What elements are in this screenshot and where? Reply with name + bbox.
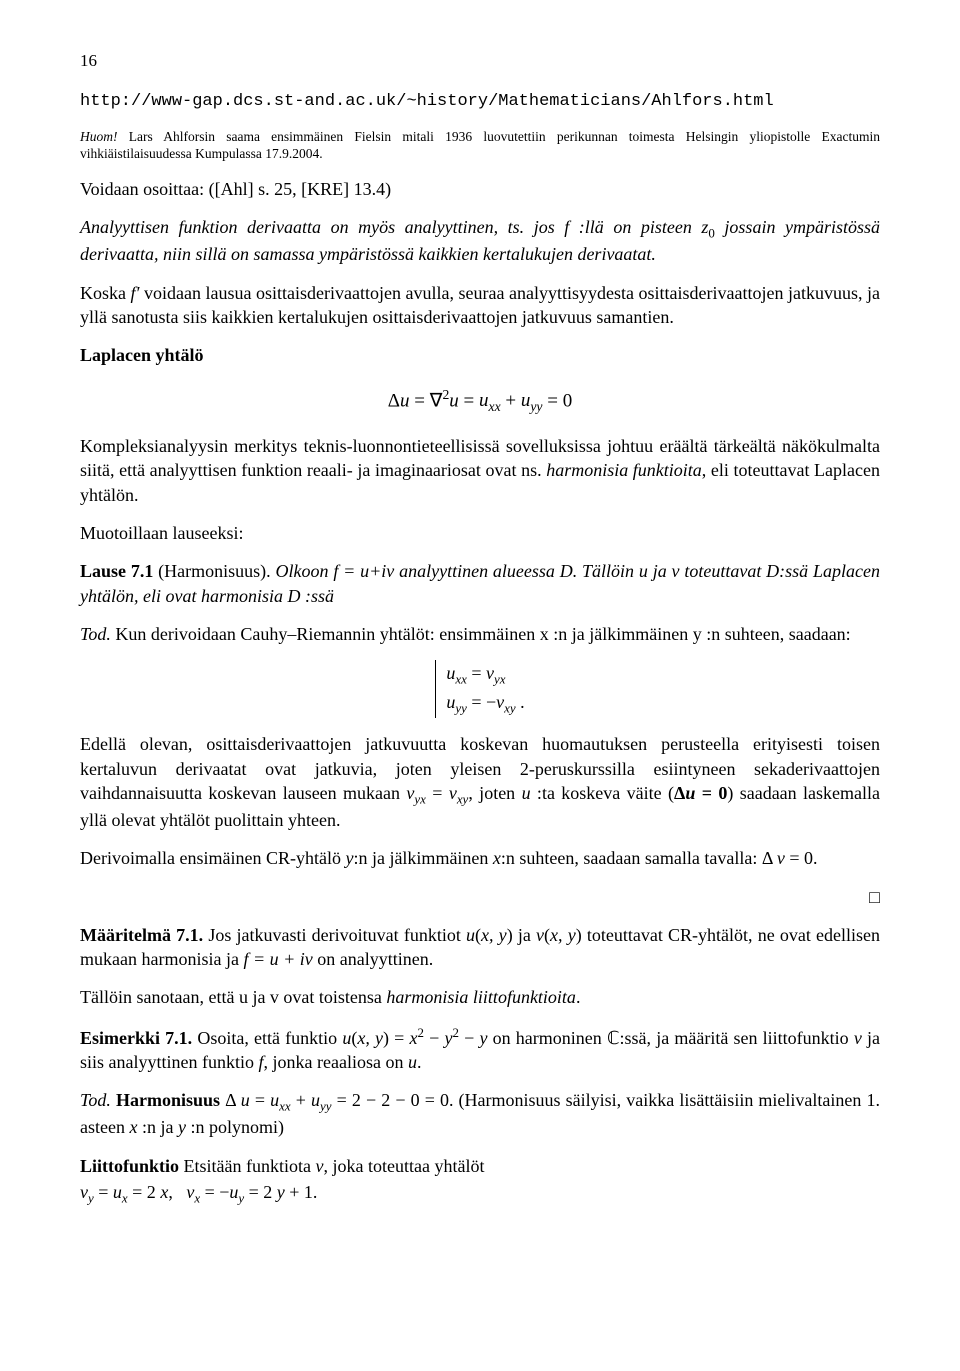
para-osoittaa: Voidaan osoittaa: ([Ahl] s. 25, [KRE] 13… bbox=[80, 177, 880, 201]
lause-label: Lause 7.1 bbox=[80, 561, 153, 581]
note-label: Huom! bbox=[80, 129, 118, 144]
t2: voidaan lausua osittaisderivaattojen avu… bbox=[80, 283, 880, 327]
esim-label: Esimerkki 7.1. bbox=[80, 1028, 192, 1048]
liittofunk-head: Liittofunktio bbox=[80, 1156, 179, 1176]
maar-label: Määritelmä 7.1. bbox=[80, 925, 203, 945]
lause-7-1: Lause 7.1 (Harmonisuus). Olkoon f = u+iv… bbox=[80, 559, 880, 608]
note-text: Lars Ahlforsin saama ensimmäinen Fielsin… bbox=[80, 129, 880, 162]
case-equations: uxx = vyx uyy = −vxy . bbox=[80, 660, 880, 718]
footnote: Huom! Lars Ahlforsin saama ensimmäinen F… bbox=[80, 128, 880, 163]
tod-2: Tod. Harmonisuus Δ u = uxx + uyy = 2 − 2… bbox=[80, 1088, 880, 1139]
para-koska: Koska f′ voidaan lausua osittaisderivaat… bbox=[80, 281, 880, 330]
liittofunktio-para: Liittofunktio Etsitään funktiota v, joka… bbox=[80, 1154, 880, 1178]
t: Analyyttisen funktion derivaatta on myös… bbox=[80, 217, 708, 237]
tod-label: Tod. bbox=[80, 624, 111, 644]
qed-box: □ bbox=[80, 885, 880, 909]
maaritelma-7-1: Määritelmä 7.1. Jos jatkuvasti derivoitu… bbox=[80, 923, 880, 972]
lause-harm: (Harmonisuus) bbox=[153, 561, 266, 581]
muotoillaan: Muotoillaan lauseeksi: bbox=[80, 521, 880, 545]
tod-text: Kun derivoidaan Cauhy–Riemannin yhtälöt:… bbox=[111, 624, 851, 644]
para-analyyttisen: Analyyttisen funktion derivaatta on myös… bbox=[80, 215, 880, 266]
t: Tällöin sanotaan, että u ja v ovat toist… bbox=[80, 987, 386, 1007]
para-liitto: Tällöin sanotaan, että u ja v ovat toist… bbox=[80, 985, 880, 1009]
esimerkki-7-1: Esimerkki 7.1. Osoita, että funktio u(x,… bbox=[80, 1024, 880, 1075]
liittofunk-text: Etsitään funktiota v, joka toteuttaa yht… bbox=[179, 1156, 484, 1176]
para-derivoimalla: Derivoimalla ensimäinen CR-yhtälö y:n ja… bbox=[80, 846, 880, 870]
lause-dot: . bbox=[266, 561, 275, 581]
tod2-head: Harmonisuus bbox=[111, 1090, 220, 1110]
harm: harmonisia funktioita bbox=[546, 460, 702, 480]
tod2-label: Tod. bbox=[80, 1090, 111, 1110]
t2: . bbox=[576, 987, 581, 1007]
laplace-heading: Laplacen yhtälö bbox=[80, 343, 880, 367]
liittofunktio-eq: vy = ux = 2 x, vx = −uy = 2 y + 1. bbox=[80, 1180, 880, 1207]
esim-text: Osoita, että funktio u(x, y) = x2 − y2 −… bbox=[80, 1028, 880, 1072]
du0: Δu = 0 bbox=[674, 783, 727, 803]
laplace-equation: Δu = ∇2u = uxx + uyy = 0 bbox=[80, 386, 880, 417]
para-edella: Edellä olevan, osittaisderivaattojen jat… bbox=[80, 732, 880, 832]
page-number: 16 bbox=[80, 50, 880, 73]
para-kompleksi: Kompleksianalyysin merkitys teknis-luonn… bbox=[80, 434, 880, 507]
liitto-term: harmonisia liittofunktioita bbox=[386, 987, 576, 1007]
t: Koska bbox=[80, 283, 131, 303]
url-line: http://www-gap.dcs.st-and.ac.uk/~history… bbox=[80, 91, 880, 114]
case-brace: uxx = vyx uyy = −vxy . bbox=[435, 660, 524, 718]
tod-1: Tod. Kun derivoidaan Cauhy–Riemannin yht… bbox=[80, 622, 880, 646]
